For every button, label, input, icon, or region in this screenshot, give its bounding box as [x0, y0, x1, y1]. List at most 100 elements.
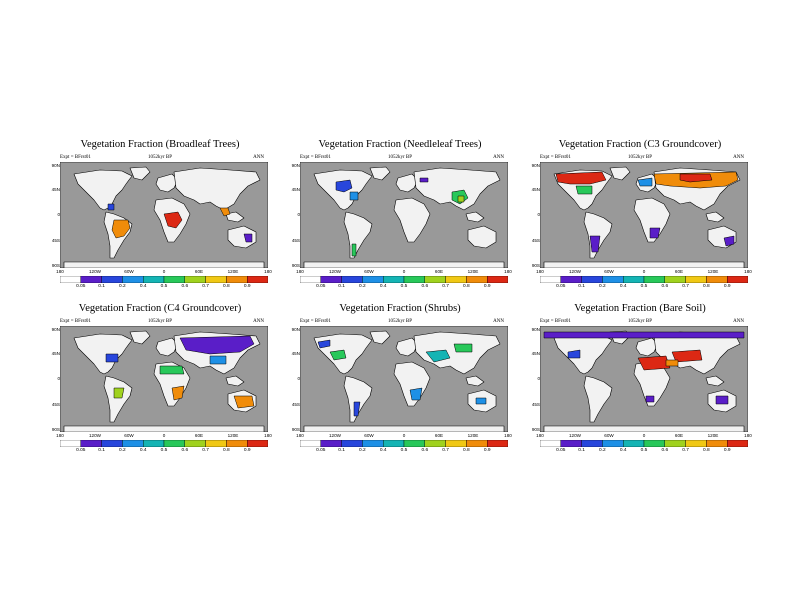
colorbar-swatch	[382, 276, 405, 283]
lon-tick: 120W	[568, 433, 581, 438]
veg-patch	[475, 397, 487, 405]
colorbar-label: 0.1	[578, 448, 585, 453]
colorbar-label: 0.7	[202, 284, 209, 289]
antarctica	[63, 261, 265, 268]
colorbar-swatch	[706, 440, 728, 447]
colorbar-swatch	[246, 276, 268, 283]
veg-patch	[665, 359, 679, 367]
europe	[155, 337, 179, 357]
colorbar-swatch	[226, 276, 248, 283]
colorbar-swatch	[581, 276, 603, 283]
colorbar-label: 0.05	[76, 284, 86, 289]
europe	[395, 173, 419, 193]
colorbar-swatch	[300, 440, 321, 447]
colorbar-label: 0.4	[379, 284, 387, 289]
veg-patch	[649, 227, 661, 239]
colorbar-swatch	[163, 440, 185, 447]
colorbar-label: 0.2	[599, 284, 606, 289]
colorbar-label: 0.4	[379, 448, 387, 453]
colorbar-swatch	[622, 440, 645, 447]
panel-needleleaf-trees: Vegetation Fraction (Needleleaf Trees) E…	[290, 139, 512, 299]
lon-tick: 0	[162, 433, 166, 438]
lat-tick: 90N	[531, 327, 540, 332]
world-map	[540, 162, 748, 268]
season-label: ANN	[493, 155, 504, 160]
veg-patch	[171, 385, 185, 401]
veg-patch	[111, 219, 131, 239]
panel-bare-soil: Vegetation Fraction (Bare Soil) Expt = B…	[530, 303, 752, 463]
colorbar-label: 0.2	[359, 284, 366, 289]
colorbar-swatch	[602, 276, 624, 283]
colorbar	[300, 276, 508, 283]
colorbar-label: 0.8	[703, 448, 710, 453]
lat-tick: 45S	[51, 402, 60, 407]
veg-patch	[107, 203, 115, 211]
colorbar	[60, 276, 268, 283]
colorbar-swatch	[320, 440, 342, 447]
colorbar-label: 0.05	[556, 284, 566, 289]
colorbar-label: 0.2	[599, 448, 606, 453]
colorbar-label: 0.7	[682, 284, 689, 289]
lon-tick: 120W	[328, 433, 341, 438]
maritime	[465, 211, 485, 223]
lon-tick: 60W	[364, 433, 374, 438]
veg-patch	[453, 343, 473, 353]
lon-tick: 120W	[328, 269, 341, 274]
lon-tick: 120E	[227, 269, 239, 274]
vegetation-field	[335, 177, 469, 257]
veg-patch	[105, 353, 119, 363]
colorbar-swatch	[184, 276, 206, 283]
colorbar-swatch	[664, 276, 686, 283]
colorbar-label: 0.05	[316, 284, 326, 289]
colorbar-swatch	[540, 440, 561, 447]
panel-c3-groundcover: Vegetation Fraction (C3 Groundcover) Exp…	[530, 139, 752, 299]
lon-tick: 120E	[467, 433, 479, 438]
australia	[467, 225, 497, 249]
colorbar-label: 0.9	[723, 448, 731, 453]
panel-c4-groundcover: Vegetation Fraction (C4 Groundcover) Exp…	[50, 303, 272, 463]
greenland	[129, 166, 151, 181]
panel-broadleaf-trees: Vegetation Fraction (Broadleaf Trees) Ex…	[50, 139, 272, 299]
colorbar-label: 0.5	[400, 284, 408, 289]
colorbar-swatch	[403, 440, 425, 447]
lat-tick: 0	[537, 376, 540, 381]
antarctica	[303, 261, 505, 268]
maritime	[225, 211, 245, 223]
lon-tick: 0	[402, 433, 406, 438]
lon-tick: 60W	[364, 269, 374, 274]
colorbar-swatch	[643, 276, 665, 283]
lat-tick: 45N	[291, 351, 300, 356]
colorbar-swatch	[466, 440, 488, 447]
colorbar-swatch	[726, 440, 748, 447]
colorbar-swatch	[560, 440, 582, 447]
lat-tick: 45S	[51, 238, 60, 243]
greenland	[609, 166, 631, 181]
colorbar-swatch	[445, 440, 467, 447]
colorbar-swatch	[205, 276, 227, 283]
lat-tick: 90N	[291, 327, 300, 332]
lon-tick: 180	[264, 269, 272, 274]
vegetation-field	[543, 331, 745, 405]
veg-patch	[671, 349, 703, 363]
lon-tick: 180	[504, 433, 512, 438]
colorbar-swatch	[706, 276, 728, 283]
veg-patch	[457, 195, 465, 203]
greenland	[369, 166, 391, 181]
colorbar-label: 0.4	[139, 448, 147, 453]
lon-tick: 0	[642, 433, 646, 438]
season-label: ANN	[253, 319, 264, 324]
lon-tick: 120E	[227, 433, 239, 438]
lon-tick: 180	[504, 269, 512, 274]
colorbar-swatch	[486, 440, 508, 447]
colorbar-label: 0.7	[442, 284, 449, 289]
colorbar-label: 0.8	[223, 448, 230, 453]
veg-patch	[335, 179, 353, 193]
veg-patch	[159, 365, 185, 375]
lon-tick: 120E	[707, 433, 719, 438]
europe	[635, 337, 659, 357]
colorbar-swatch	[300, 276, 321, 283]
world-map	[540, 326, 748, 432]
africa	[393, 197, 431, 243]
experiment-label: Expt = BFrst01	[540, 319, 571, 324]
colorbar	[540, 276, 748, 283]
